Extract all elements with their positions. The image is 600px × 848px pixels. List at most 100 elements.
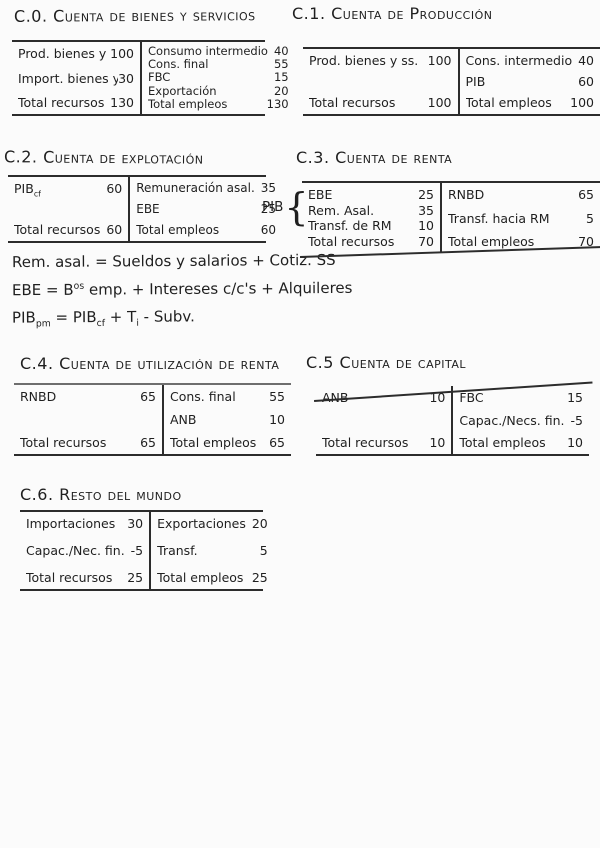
formula-superscript: os [73, 280, 85, 292]
row-label: Total empleos [170, 435, 257, 450]
row-label: Importaciones [26, 516, 116, 531]
table-row: Rem. Asal. 35 [308, 203, 434, 218]
row-label: Rem. Asal. [308, 202, 375, 218]
table-row: Cons. final 55 [148, 57, 289, 72]
total-row: Total recursos 130 [18, 95, 134, 110]
note-pib-pm: PIBpm = PIBcf + Ti - Subv. [12, 307, 195, 329]
formula-part: emp. + Intereses c/c's + Alquileres [84, 278, 353, 299]
account-title-c2: C.2. Cuenta de explotación [3, 147, 204, 168]
row-label: Total recursos [308, 233, 395, 249]
row-value: 20 [273, 83, 289, 98]
note-ebe: EBE = Bos emp. + Intereses c/c's + Alqui… [12, 279, 353, 299]
row-value: 130 [110, 95, 134, 110]
row-value: 40 [273, 44, 289, 58]
resources-column: RNBD 65 Total recursos 65 [14, 385, 162, 454]
formula-subscript: pm [35, 318, 51, 330]
row-value: -5 [570, 412, 583, 428]
pib-subscript: cf [33, 189, 41, 199]
table-row: FBC 15 [148, 71, 289, 84]
row-label: PIBcf [14, 181, 106, 199]
row-label: Prod. bienes y serv. [18, 46, 110, 61]
table-row: Capac./Necs. fin. -5 [459, 413, 583, 428]
uses-column: Consumo intermedio 40 Cons. final 55 FBC… [140, 42, 295, 114]
row-label: Import. bienes y ss. [18, 70, 119, 86]
table-row: Capac./Nec. fin. -5 [26, 543, 143, 558]
account-title-c5: C.5 Cuenta de capital [306, 353, 467, 372]
row-value: 70 [418, 233, 434, 249]
formula-part: - Subv. [138, 307, 195, 326]
row-label: FBC [148, 71, 171, 85]
total-row: Total empleos 25 [157, 570, 268, 585]
row-value: 100 [427, 53, 452, 68]
table-row: FBC 15 [459, 390, 583, 405]
row-label: Capac./Necs. fin. [459, 412, 565, 428]
table-row: Transf. hacia RM 5 [448, 211, 594, 226]
table-row: Exportaciones 20 [157, 516, 268, 531]
formula-part: PIB [11, 308, 36, 327]
account-table-c3: EBE 25 Rem. Asal. 35 Transf. de RM 10 To… [302, 181, 600, 253]
row-label: ANB [170, 412, 197, 427]
row-label: Cons. intermedio [465, 53, 573, 68]
formula-part: = PIB [50, 308, 97, 327]
row-label: Total recursos [26, 570, 113, 585]
table-row: RNBD 65 [20, 389, 156, 404]
row-label: Total empleos [459, 435, 546, 450]
resources-column: EBE 25 Rem. Asal. 35 Transf. de RM 10 To… [302, 183, 440, 253]
uses-column: Exportaciones 20 Transf. 5 Total empleos… [149, 512, 274, 589]
resources-column: ANB 10 Total recursos 10 [316, 386, 451, 454]
row-label: Total empleos [157, 570, 244, 585]
row-label: Total recursos [20, 435, 107, 450]
row-value: 100 [427, 95, 452, 110]
note-rem-asal: Rem. asal. = Sueldos y salarios + Cotiz.… [11, 250, 336, 272]
row-value: 65 [578, 187, 594, 202]
total-row: Total empleos 130 [148, 97, 289, 111]
total-row: Total empleos 65 [170, 435, 285, 450]
row-label: Transf. de RM [308, 218, 392, 234]
table-row: Prod. bienes y ss. 100 [309, 53, 452, 68]
account-table-c6: Importaciones 30 Capac./Nec. fin. -5 Tot… [20, 510, 268, 591]
row-value: 60 [106, 222, 123, 237]
row-value: 25 [260, 201, 277, 216]
row-label: Remuneración asal. [136, 181, 255, 195]
total-row: Total empleos 60 [136, 223, 276, 237]
row-label: Total recursos [14, 222, 101, 237]
row-value: 15 [273, 70, 289, 85]
row-label: Total recursos [309, 95, 396, 110]
row-label: Capac./Nec. fin. [26, 543, 125, 558]
resources-column: Prod. bienes y serv. 100 Import. bienes … [12, 42, 140, 114]
row-value: 60 [260, 222, 277, 237]
table-row: Import. bienes y ss. 30 [18, 71, 134, 86]
row-label: Prod. bienes y ss. [309, 53, 419, 68]
account-title-c3: C.3. Cuenta de renta [296, 148, 453, 167]
row-value: 65 [140, 435, 156, 450]
total-row: Total recursos 70 [308, 234, 434, 249]
table-row: PIBcf 60 [14, 181, 122, 199]
row-value: 40 [578, 53, 594, 68]
pib-term: PIB [14, 181, 34, 196]
account-table-c0: Prod. bienes y serv. 100 Import. bienes … [12, 40, 289, 116]
account-table-c4: RNBD 65 Total recursos 65 Cons. final 55… [14, 383, 291, 456]
table-row: Prod. bienes y serv. 100 [18, 46, 134, 61]
row-label: Transf. hacia RM [448, 210, 550, 226]
row-label: ANB [322, 390, 349, 405]
row-value: 10 [429, 390, 446, 405]
table-row: ANB 10 [170, 412, 285, 427]
total-row: Total recursos 65 [20, 435, 156, 450]
row-value: 10 [567, 435, 583, 450]
row-label: EBE [308, 187, 333, 202]
row-label: Total recursos [18, 95, 105, 110]
row-value: -5 [130, 543, 144, 558]
row-value: 55 [269, 389, 285, 404]
row-label: Total recursos [322, 435, 409, 450]
row-value: 5 [586, 210, 594, 226]
row-value: 55 [273, 57, 289, 72]
row-value: 65 [140, 389, 156, 404]
table-row: Transf. 5 [157, 543, 268, 558]
row-label: FBC [459, 390, 484, 405]
total-row: Total empleos 70 [448, 234, 594, 249]
uses-column: RNBD 65 Transf. hacia RM 5 Total empleos… [440, 183, 600, 253]
formula-part: EBE = B [11, 280, 74, 300]
row-value: 10 [418, 218, 434, 234]
row-label: Transf. [157, 543, 198, 558]
